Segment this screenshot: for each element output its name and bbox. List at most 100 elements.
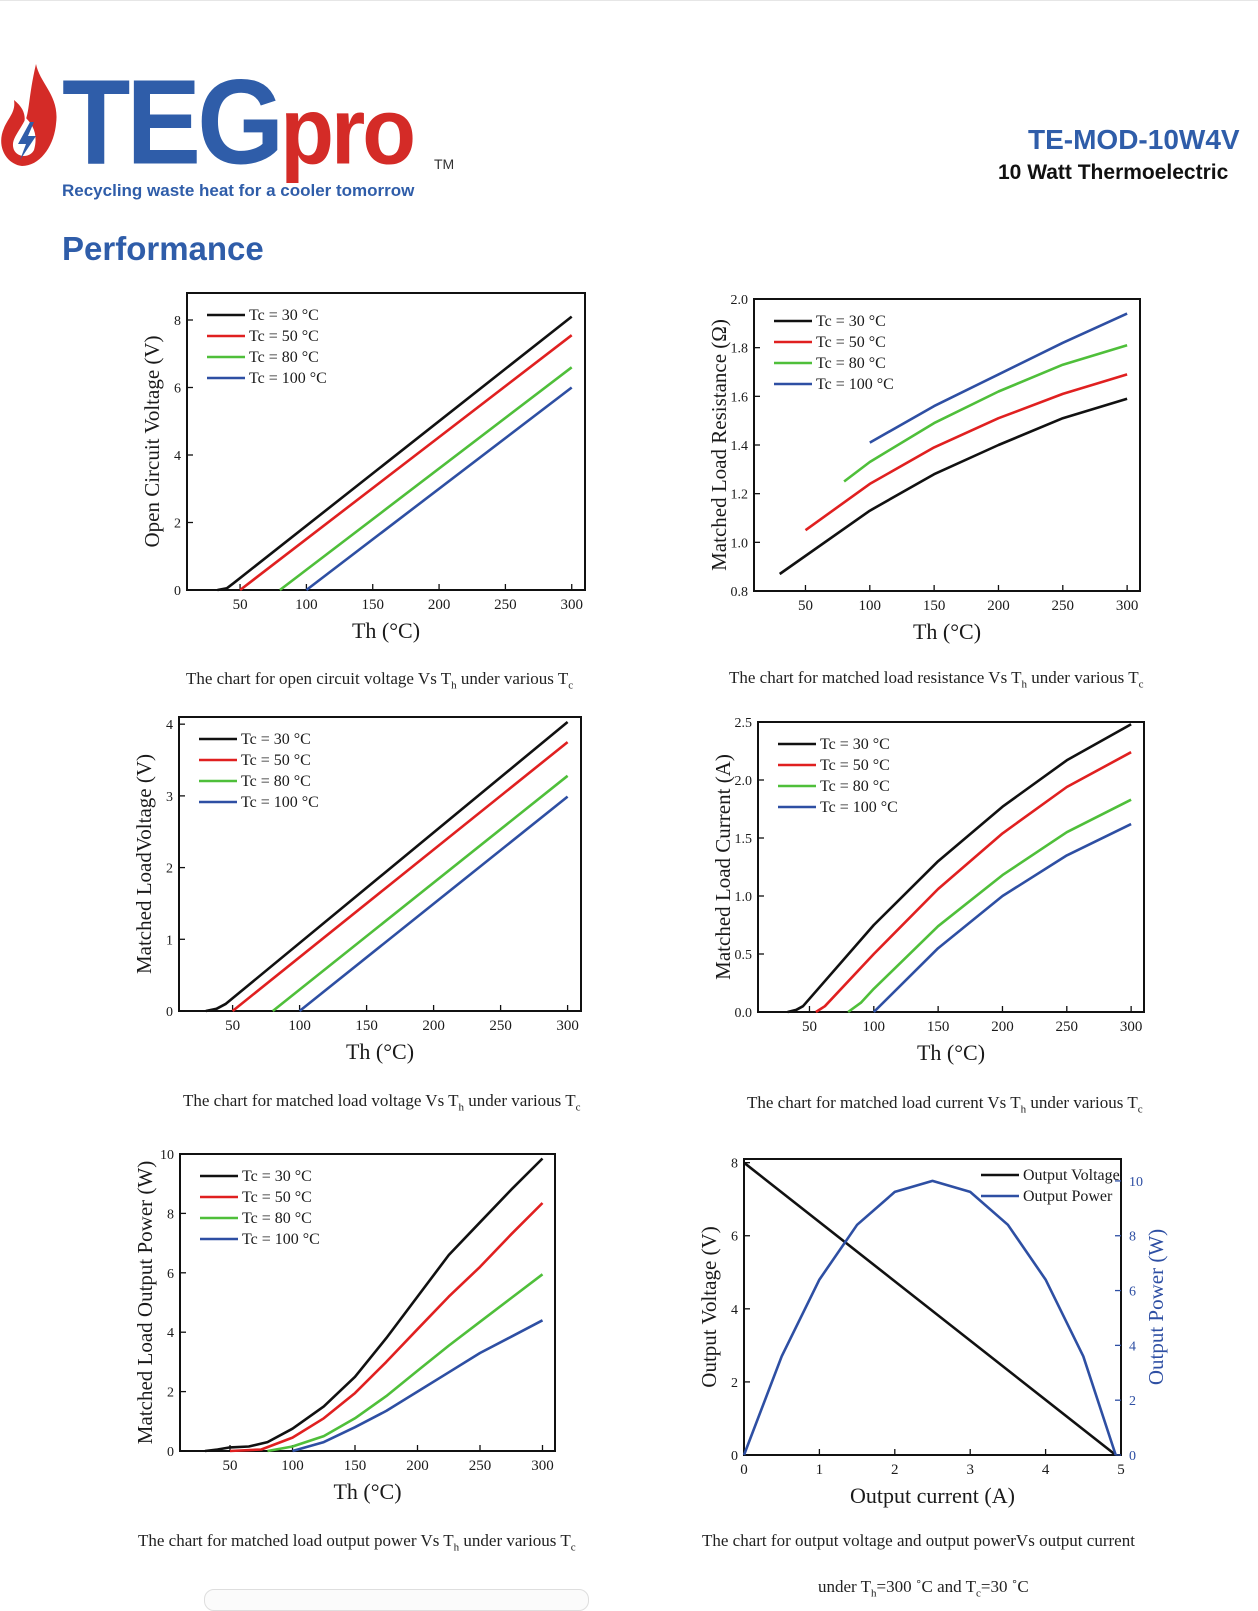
series-line-3 — [267, 1273, 544, 1453]
y-axis-label: Matched Load Resistance (Ω) — [707, 319, 731, 571]
legend-label: Tc = 50 °C — [816, 334, 886, 351]
x-tick-label: 50 — [233, 597, 248, 613]
y2-tick-label: 8 — [1129, 1230, 1136, 1245]
y-tick-label: 0.5 — [735, 948, 753, 963]
x-tick-label: 100 — [859, 598, 882, 614]
x-tick-label: 250 — [489, 1018, 512, 1034]
legend-label: Tc = 100 °C — [249, 370, 327, 387]
legend-label: Tc = 50 °C — [249, 328, 319, 345]
caption-iv-conditions: under Th=300 ˚C and Tc=30 ˚C — [818, 1577, 1029, 1600]
chart-matched-load-resistance: 50 100 150 200 250 300 0.8 1.0 1.2 1.4 1.6 1.8 2.0 Th… — [674, 279, 1210, 661]
legend-label: Tc = 30 °C — [242, 1168, 312, 1185]
x-tick-label: 50 — [223, 1458, 238, 1474]
legend-label: Tc = 80 °C — [820, 778, 890, 795]
series-line-1 — [787, 723, 1132, 1014]
plot-frame — [179, 1153, 556, 1452]
y2-axis-label: Output Power (W) — [1144, 1229, 1168, 1385]
caption-power: The chart for matched load output power … — [138, 1531, 576, 1554]
series-line-1 — [205, 720, 569, 1013]
y-tick-label: 0 — [167, 1445, 174, 1460]
section-title: Performance — [62, 230, 264, 267]
logo-teg: TEG — [62, 54, 284, 190]
legend-label: Tc = 80 °C — [816, 355, 886, 372]
plot-frame — [178, 716, 582, 1012]
series-line-2 — [804, 373, 1128, 532]
x-tick-label: 100 — [281, 1458, 304, 1474]
chart-svg: 50 100 150 200 250 300 0 2 4 6 8 Th (°C) Open Circui… — [140, 292, 586, 643]
chart-svg: 50 100 150 200 250 300 0.8 1.0 1.2 1.4 1.6 1.8 2.0 Th… — [707, 293, 1141, 644]
x-tick-label: 100 — [288, 1018, 311, 1034]
flame-lightning-icon — [1, 64, 57, 166]
x-tick-label: 150 — [361, 597, 384, 613]
trademark: TM — [434, 156, 455, 172]
y-tick-label: 1.0 — [731, 536, 749, 551]
series-line-3 — [847, 798, 1132, 1014]
x-tick-label: 300 — [556, 1018, 579, 1034]
legend-label: Tc = 50 °C — [242, 1189, 312, 1206]
series-line-4 — [869, 312, 1128, 444]
chart-svg: 50 100 150 200 250 300 0 2 4 6 8 10 Th (°C) Matched L… — [133, 1148, 556, 1504]
y-tick-label: 0 — [731, 1449, 738, 1464]
chart-output-power: 50 100 150 200 250 300 0 2 4 6 8 10 Th (°C) Matched L… — [100, 1134, 625, 1521]
legend-label: Tc = 50 °C — [820, 757, 890, 774]
x-tick-label: 300 — [531, 1458, 554, 1474]
y-tick-label: 6 — [167, 1267, 174, 1282]
y-tick-label: 1.5 — [735, 832, 753, 847]
x-tick-label: 100 — [863, 1019, 886, 1035]
y-axis-label: Output Voltage (V) — [697, 1226, 721, 1387]
y-tick-label: 2.0 — [731, 293, 749, 308]
x-axis-label: Th (°C) — [346, 1039, 414, 1064]
legend-label: Tc = 100 °C — [820, 799, 898, 816]
x-tick-label: 300 — [560, 597, 583, 613]
x-tick-label: 200 — [428, 597, 451, 613]
y-tick-label: 1.2 — [731, 488, 749, 503]
y-tick-label: 6 — [731, 1230, 738, 1245]
caption-ocv: The chart for open circuit voltage Vs Th… — [186, 669, 574, 692]
legend-label: Tc = 100 °C — [241, 794, 319, 811]
x-tick-label: 200 — [422, 1018, 445, 1034]
series-line-1 — [217, 315, 573, 592]
plot-frame — [186, 292, 586, 591]
y-tick-label: 1 — [166, 933, 173, 948]
chart-matched-load-current: 50 100 150 200 250 300 0.0 0.5 1.0 1.5 2.0 2.5 Th (°… — [678, 702, 1214, 1082]
legend-label: Tc = 80 °C — [249, 349, 319, 366]
chart-matched-load-voltage: 50 100 150 200 250 300 0 1 2 3 4 Th (°C) Matched Loa… — [99, 697, 651, 1081]
plot-frame — [757, 721, 1145, 1013]
x-tick-label: 200 — [406, 1458, 429, 1474]
legend-label: Output Power — [1023, 1188, 1113, 1205]
caption-iv: The chart for output voltage and output … — [702, 1531, 1135, 1550]
x-tick-label: 1 — [816, 1462, 824, 1478]
y2-tick-label: 0 — [1129, 1449, 1136, 1464]
legend-label: Tc = 50 °C — [241, 752, 311, 769]
chart-svg: 50 100 150 200 250 300 0 1 2 3 4 Th (°C) Matched Loa… — [132, 716, 582, 1064]
y-tick-label: 0.0 — [735, 1006, 753, 1021]
y-tick-label: 2 — [166, 862, 173, 877]
x-tick-label: 50 — [802, 1019, 817, 1035]
series-line-4 — [872, 822, 1132, 1013]
y2-tick-label: 6 — [1129, 1285, 1136, 1300]
series-line-1 — [743, 1161, 1117, 1457]
y-tick-label: 8 — [731, 1157, 738, 1172]
y-tick-label: 4 — [167, 1326, 174, 1341]
x-tick-label: 100 — [295, 597, 318, 613]
top-divider — [0, 0, 1258, 1]
y-tick-label: 8 — [174, 314, 181, 329]
y-tick-label: 1.4 — [731, 439, 749, 454]
series-line-2 — [742, 1179, 1117, 1456]
x-tick-label: 50 — [798, 598, 813, 614]
x-axis-label: Th (°C) — [913, 619, 981, 644]
x-tick-label: 150 — [927, 1019, 950, 1035]
caption-mlv: The chart for matched load voltage Vs Th… — [183, 1091, 581, 1114]
legend-label: Tc = 30 °C — [241, 731, 311, 748]
x-tick-label: 150 — [344, 1458, 367, 1474]
x-tick-label: 0 — [740, 1462, 748, 1478]
legend-label: Tc = 100 °C — [816, 376, 894, 393]
series-line-2 — [231, 741, 569, 1013]
series-line-3 — [843, 343, 1128, 483]
x-tick-label: 150 — [923, 598, 946, 614]
series-line-1 — [778, 397, 1128, 576]
series-line-4 — [298, 795, 569, 1013]
series-line-1 — [204, 1157, 544, 1453]
page-tab — [204, 1589, 589, 1611]
logo-wordmark: TEGpro — [62, 61, 416, 183]
